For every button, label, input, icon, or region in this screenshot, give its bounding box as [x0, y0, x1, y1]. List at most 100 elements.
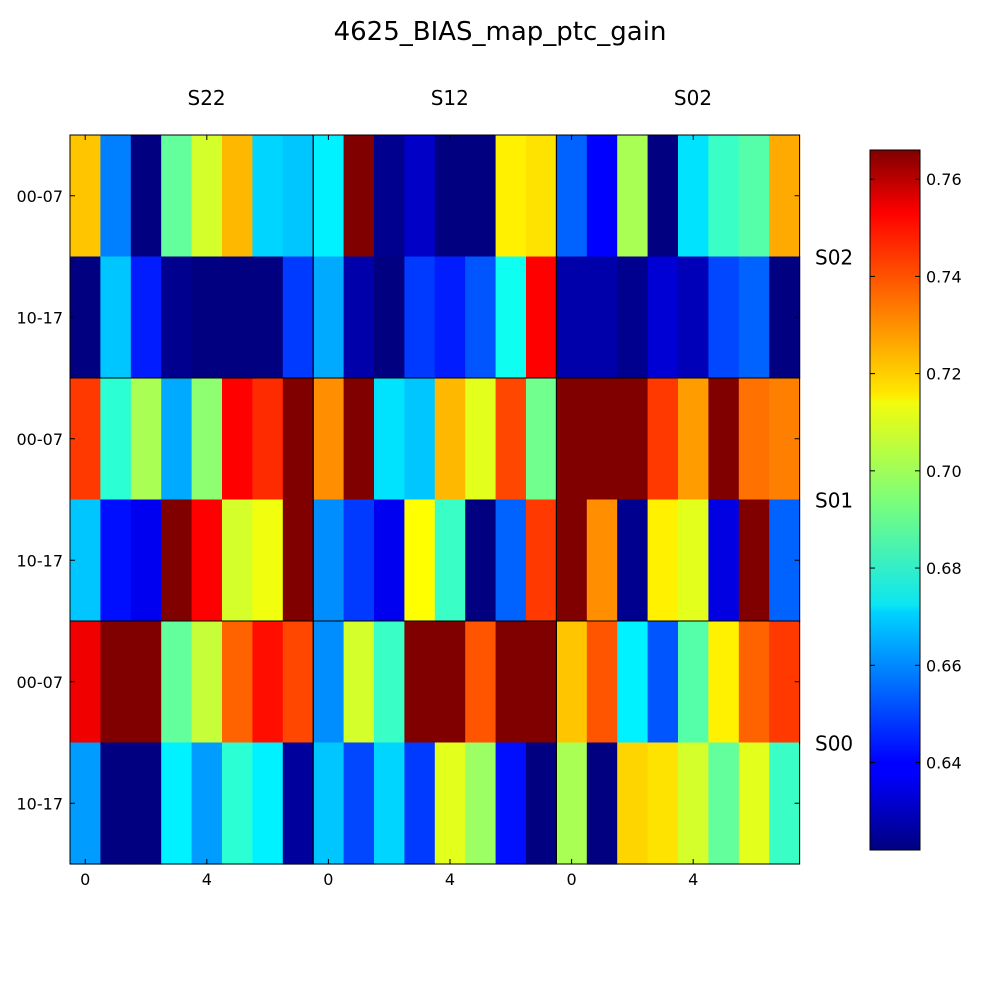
heatmap-cell — [130, 742, 162, 865]
colorbar: 0.64 0.66 0.68 0.70 0.72 0.74 0.76 — [869, 149, 962, 851]
heatmap-cell — [586, 378, 618, 501]
heatmap-cell — [404, 621, 436, 744]
heatmap-cell — [647, 621, 679, 744]
heatmap-cell — [647, 378, 679, 501]
y-tick-label: 00-07 — [17, 673, 64, 692]
heatmap-cell — [191, 621, 223, 744]
heatmap-cell — [495, 742, 527, 865]
heatmap-cell — [586, 621, 618, 744]
heatmap-cell — [161, 742, 193, 865]
x-tick-label: 4 — [445, 870, 455, 889]
heatmap-cell — [130, 256, 162, 379]
heatmap-cell — [374, 256, 405, 379]
heatmap-cell — [70, 499, 101, 622]
heatmap-cell — [647, 499, 679, 622]
heatmap-cell — [434, 378, 466, 501]
heatmap-cell — [495, 135, 527, 258]
heatmap-cell — [556, 621, 588, 744]
heatmap-cell — [526, 742, 557, 865]
heatmap-cell — [374, 621, 405, 744]
heatmap-cell — [586, 499, 618, 622]
heatmap-cell — [465, 378, 497, 501]
heatmap-cell — [617, 135, 649, 258]
heatmap-cell — [70, 621, 101, 744]
heatmap-cell — [617, 742, 649, 865]
heatmap-cell — [343, 499, 375, 622]
heatmap-cell — [708, 742, 740, 865]
heatmap-cell — [708, 621, 740, 744]
heatmap-cell — [374, 135, 405, 258]
heatmap-cell — [465, 742, 497, 865]
heatmap-cell — [586, 742, 618, 865]
heatmap-cell — [161, 621, 193, 744]
heatmap-cell — [100, 135, 132, 258]
x-tick-label: 0 — [323, 870, 333, 889]
heatmap-cell — [222, 256, 253, 379]
heatmap-cell — [130, 621, 162, 744]
heatmap-cell — [738, 256, 770, 379]
heatmap-cell — [404, 378, 436, 501]
heatmap-cell — [222, 499, 253, 622]
heatmap-cell — [434, 256, 466, 379]
heatmap-cell — [495, 499, 527, 622]
y-tick-label: 10-17 — [17, 551, 64, 570]
heatmap-cell — [647, 256, 679, 379]
heatmap-cell — [647, 742, 679, 865]
heatmap-cell — [586, 135, 618, 258]
heatmap-cell — [465, 256, 497, 379]
y-tick-label: 00-07 — [17, 430, 64, 449]
heatmap-cell — [130, 135, 162, 258]
colorbar-tick-label: 0.70 — [926, 462, 962, 481]
heatmap-cell — [738, 378, 770, 501]
heatmap-cell — [252, 499, 284, 622]
heatmap-cell — [465, 499, 497, 622]
colorbar-tick-label: 0.72 — [926, 365, 962, 384]
row-group-labels: S02 S01 S00 — [815, 246, 853, 756]
heatmap-cell — [434, 742, 466, 865]
heatmap-cell — [100, 378, 132, 501]
heatmap-cell — [738, 621, 770, 744]
heatmap-cell — [678, 742, 709, 865]
heatmap-cell — [130, 378, 162, 501]
column-group-label: S22 — [188, 86, 226, 110]
heatmap-cell — [222, 378, 253, 501]
heatmap-cell — [282, 256, 314, 379]
column-group-label: S12 — [431, 86, 469, 110]
heatmap-cell — [130, 499, 162, 622]
heatmap-cell — [617, 256, 649, 379]
heatmap-cell — [100, 499, 132, 622]
heatmap-cell — [191, 499, 223, 622]
heatmap-cell — [252, 621, 284, 744]
heatmap-cell — [70, 135, 101, 258]
heatmap-cell — [374, 499, 405, 622]
colorbar-tick-label: 0.66 — [926, 656, 962, 675]
heatmap-cell — [313, 135, 345, 258]
heatmap-cell — [343, 135, 375, 258]
heatmap-cell — [343, 742, 375, 865]
heatmap-cell — [282, 135, 314, 258]
heatmap-cell — [404, 135, 436, 258]
heatmap-cell — [526, 621, 557, 744]
heatmap-cell — [617, 378, 649, 501]
heatmap-cell — [313, 742, 345, 865]
heatmap-cell — [374, 378, 405, 501]
heatmap-cell — [282, 378, 314, 501]
heatmap-cell — [222, 621, 253, 744]
row-group-label: S00 — [815, 732, 853, 756]
y-axis-ticks: 00-07 10-17 00-07 10-17 00-07 10-17 — [17, 187, 800, 813]
heatmap-cell — [556, 742, 588, 865]
heatmap-cell — [678, 256, 709, 379]
heatmap-cell — [191, 742, 223, 865]
colorbar-tick-label: 0.74 — [926, 267, 962, 286]
heatmap-cell — [526, 135, 557, 258]
heatmap-cell — [282, 621, 314, 744]
y-tick-label: 10-17 — [17, 794, 64, 813]
heatmap-cell — [738, 135, 770, 258]
heatmap-cell — [678, 378, 709, 501]
heatmap-cell — [404, 256, 436, 379]
heatmap-cell — [161, 499, 193, 622]
heatmap-cell — [556, 499, 588, 622]
y-tick-label: 00-07 — [17, 187, 64, 206]
x-tick-label: 4 — [688, 870, 698, 889]
